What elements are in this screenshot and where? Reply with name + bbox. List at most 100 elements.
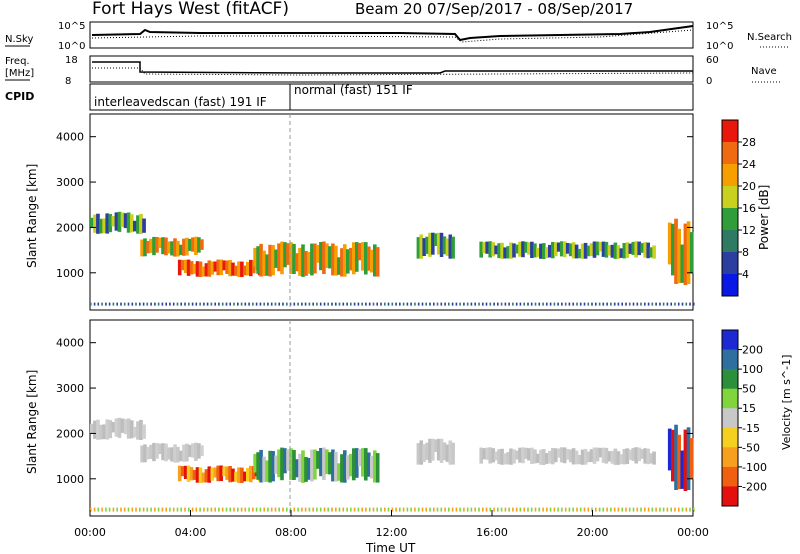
power-echo-cell — [108, 214, 113, 233]
velocity-near-range-cell — [523, 507, 525, 512]
velocity-echo-cell — [373, 450, 377, 483]
velocity-near-range-cell — [380, 507, 382, 512]
velocity-near-range-cell — [564, 507, 567, 512]
velocity-echo-cell — [328, 452, 332, 475]
power-echo-cell — [482, 242, 486, 254]
velocity-near-range-cell — [417, 507, 420, 512]
power-echo-cell — [194, 236, 198, 255]
velocity-xtick-label: 04:00 — [175, 526, 207, 539]
power-echo-cell — [548, 244, 552, 258]
power-near-range-cell — [180, 302, 182, 306]
velocity-near-range-cell — [206, 507, 209, 512]
velocity-echo-cell — [337, 463, 341, 481]
power-echo-cell — [586, 245, 591, 257]
power-ytick-label: 4000 — [56, 131, 84, 144]
power-near-range-cell — [176, 302, 179, 306]
velocity-colorbar-segment — [722, 369, 738, 390]
power-echo-cell — [274, 249, 278, 268]
power-ylabel: Slant Range [km] — [25, 164, 39, 268]
velocity-echo-cell — [592, 447, 597, 464]
velocity-near-range-cell — [127, 507, 130, 512]
velocity-near-range-cell — [632, 507, 635, 512]
power-echo-cell — [539, 243, 543, 259]
velocity-near-range-cell — [353, 507, 356, 512]
velocity-near-range-cell — [293, 507, 296, 512]
velocity-near-range-cell — [384, 507, 386, 512]
power-echo-cell — [243, 265, 247, 276]
power-echo-cell — [340, 248, 344, 277]
power-colorbar-tick-label: 24 — [742, 158, 756, 171]
power-echo-cell — [562, 241, 567, 258]
power-echo-cell — [180, 260, 185, 271]
velocity-xtick-label: 20:00 — [577, 526, 609, 539]
velocity-colorbar-frame — [721, 329, 739, 507]
velocity-echo-cell — [155, 443, 159, 459]
power-near-range-cell — [636, 302, 639, 306]
velocity-echo-cell — [219, 465, 223, 481]
power-echo-cell — [479, 241, 483, 258]
velocity-colorbar-label: Velocity [m s^-1] — [780, 355, 793, 450]
power-echo-cell — [358, 243, 362, 261]
power-echo-cell — [361, 242, 365, 271]
power-near-range-cell — [327, 302, 329, 306]
velocity-echo-cell — [674, 424, 678, 490]
velocity-echo-cell — [252, 466, 256, 480]
power-echo-cell — [643, 242, 647, 258]
velocity-near-range-cell — [286, 507, 288, 512]
velocity-near-range-cell — [410, 507, 412, 512]
velocity-echo-cell — [589, 449, 594, 462]
velocity-near-range-cell — [112, 507, 115, 512]
power-echo-cell — [240, 261, 244, 277]
power-echo-cell — [152, 236, 156, 256]
power-near-range-cell — [93, 302, 96, 306]
velocity-colorbar-segment — [722, 427, 738, 448]
power-near-range-cell — [617, 302, 620, 306]
power-near-range-cell — [376, 302, 378, 306]
power-near-range-cell — [606, 302, 608, 306]
velocity-near-range-cell — [150, 507, 152, 512]
power-echo-cell — [518, 241, 522, 257]
velocity-echo-cell — [451, 442, 455, 465]
power-echo-cell — [425, 236, 429, 254]
velocity-echo-cell — [183, 465, 188, 479]
power-colorbar-segment — [722, 164, 738, 187]
power-echo-cell — [375, 247, 380, 277]
power-echo-cell — [286, 243, 290, 265]
power-near-range-cell — [297, 302, 299, 306]
power-echo-cell — [530, 241, 534, 258]
velocity-near-range-cell — [515, 507, 518, 512]
power-echo-cell — [195, 261, 200, 277]
velocity-echo-cell — [571, 448, 576, 465]
velocity-colorbar-tick-label: -200 — [742, 480, 767, 493]
velocity-near-range-cell — [433, 507, 435, 512]
velocity-near-range-cell — [693, 507, 695, 512]
power-echo-cell — [170, 241, 174, 256]
velocity-near-range-cell — [350, 507, 352, 512]
power-near-range-cell — [542, 302, 544, 306]
power-echo-cell — [574, 244, 579, 259]
velocity-echo-cell — [289, 448, 293, 480]
power-echo-cell — [554, 242, 558, 257]
power-near-range-cell — [508, 302, 510, 306]
velocity-echo-cell — [253, 453, 257, 473]
power-echo-cell — [155, 237, 159, 253]
velocity-near-range-cell — [376, 507, 378, 512]
power-colorbar-segment — [722, 142, 738, 165]
power-near-range-cell — [644, 302, 646, 306]
power-echo-cell — [494, 245, 498, 255]
power-near-range-cell — [421, 302, 424, 306]
power-echo-cell — [222, 260, 226, 271]
power-echo-cell — [93, 214, 97, 233]
power-echo-cell — [325, 243, 329, 268]
power-echo-cell — [271, 245, 275, 276]
power-near-range-cell — [270, 302, 273, 306]
velocity-echo-cell — [554, 448, 558, 463]
power-near-range-cell — [485, 302, 488, 306]
velocity-echo-cell — [686, 427, 691, 490]
velocity-xtick-label: 00:00 — [677, 526, 709, 539]
nave-tick-high: 60 — [706, 55, 719, 66]
power-near-range-cell — [286, 302, 288, 306]
power-near-range-cell — [414, 302, 416, 306]
velocity-xticks: 00:00 04:00 08:00 12:00 16:00 20:00 00:00 — [74, 510, 709, 539]
